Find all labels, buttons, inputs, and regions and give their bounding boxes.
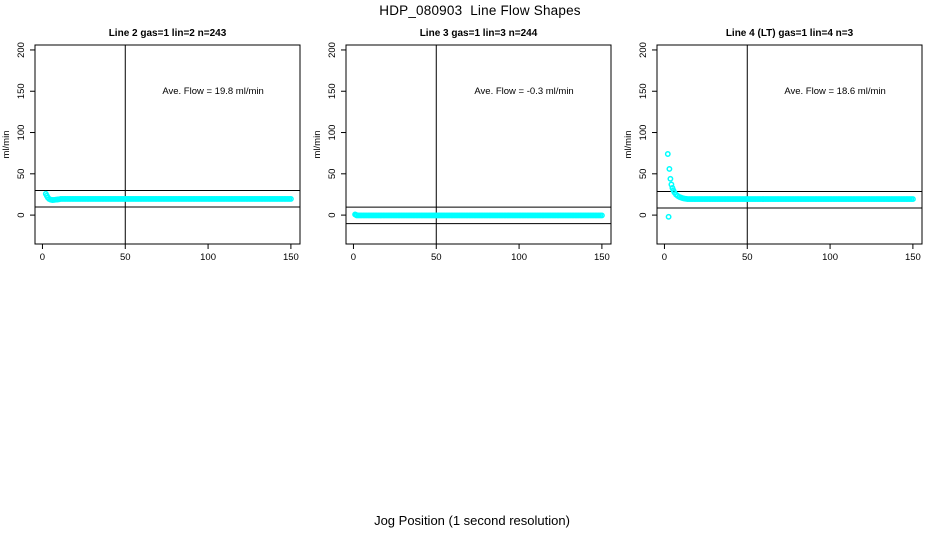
x-tick-label: 100	[822, 252, 838, 263]
y-tick-label: 0	[16, 212, 27, 217]
panel-title: Line 2 gas=1 lin=2 n=243	[109, 28, 227, 39]
data-point	[666, 165, 673, 172]
panel-title: Line 3 gas=1 lin=3 n=244	[420, 28, 538, 39]
chart-title: HDP_080903 Line Flow Shapes	[379, 3, 581, 18]
data-points	[352, 211, 605, 219]
panel-2: Line 3 gas=1 lin=3 n=244 0 50 100 150 0 50 100 1…	[312, 28, 612, 263]
y-tick-label: 150	[638, 83, 649, 99]
x-tick-label: 100	[511, 252, 527, 263]
data-point	[287, 195, 294, 202]
y-tick-label: 150	[16, 83, 27, 99]
y-axis-label: ml/min	[312, 131, 323, 159]
y-tick-label: 0	[638, 212, 649, 217]
panel-3: Line 4 (LT) gas=1 lin=4 n=3 0 50 100 150 0 50 1…	[623, 28, 923, 263]
x-tick-label: 50	[431, 252, 442, 263]
y-axis-label: ml/min	[1, 131, 12, 159]
panel-1: Line 2 gas=1 lin=2 n=243 0 50 100 150 0 50 100 1…	[1, 28, 301, 263]
x-tick-label: 0	[351, 252, 356, 263]
plot-box	[34, 44, 301, 245]
data-points	[42, 190, 294, 203]
x-tick-label: 100	[200, 252, 216, 263]
y-tick-label: 0	[327, 212, 338, 217]
y-tick-label: 200	[327, 42, 338, 58]
plot-box	[656, 44, 923, 245]
panel-title: Line 4 (LT) gas=1 lin=4 n=3	[726, 28, 854, 39]
y-tick-label: 200	[638, 42, 649, 58]
ave-flow-annotation: Ave. Flow = -0.3 ml/min	[474, 86, 573, 97]
y-tick-label: 50	[638, 169, 649, 180]
x-tick-label: 50	[742, 252, 753, 263]
data-point	[598, 212, 605, 219]
y-axis-label: ml/min	[623, 131, 634, 159]
plot-box	[345, 44, 612, 245]
x-tick-label: 50	[120, 252, 131, 263]
x-tick-label: 0	[40, 252, 45, 263]
y-tick-label: 100	[16, 125, 27, 141]
y-tick-label: 100	[638, 125, 649, 141]
ave-flow-annotation: Ave. Flow = 19.8 ml/min	[162, 86, 263, 97]
x-tick-label: 150	[283, 252, 299, 263]
data-point	[664, 151, 671, 157]
x-tick-label: 150	[594, 252, 610, 263]
line-flow-plots: Line 2 gas=1 lin=2 n=243 0 50 100 150 0 50 100 1…	[1, 28, 923, 263]
data-point	[667, 175, 674, 182]
y-tick-label: 50	[16, 169, 27, 180]
y-tick-label: 100	[327, 125, 338, 141]
x-tick-label: 0	[662, 252, 667, 263]
x-tick-label: 150	[905, 252, 921, 263]
x-axis-label: Jog Position (1 second resolution)	[374, 513, 570, 528]
data-point	[665, 213, 672, 220]
y-tick-label: 200	[16, 42, 27, 58]
y-tick-label: 50	[327, 169, 338, 180]
ave-flow-annotation: Ave. Flow = 18.6 ml/min	[784, 86, 885, 97]
data-point	[909, 196, 916, 203]
data-points	[664, 151, 916, 220]
y-tick-label: 150	[327, 83, 338, 99]
